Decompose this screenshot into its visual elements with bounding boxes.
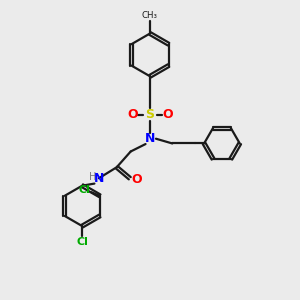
Text: H: H	[89, 172, 96, 182]
Text: O: O	[162, 108, 172, 122]
Text: Cl: Cl	[78, 185, 90, 195]
Text: N: N	[145, 132, 155, 145]
Text: Cl: Cl	[76, 237, 88, 248]
Text: O: O	[131, 173, 142, 186]
Text: CH₃: CH₃	[142, 11, 158, 20]
Text: N: N	[94, 172, 104, 185]
Text: O: O	[128, 108, 138, 122]
Text: S: S	[146, 108, 154, 122]
